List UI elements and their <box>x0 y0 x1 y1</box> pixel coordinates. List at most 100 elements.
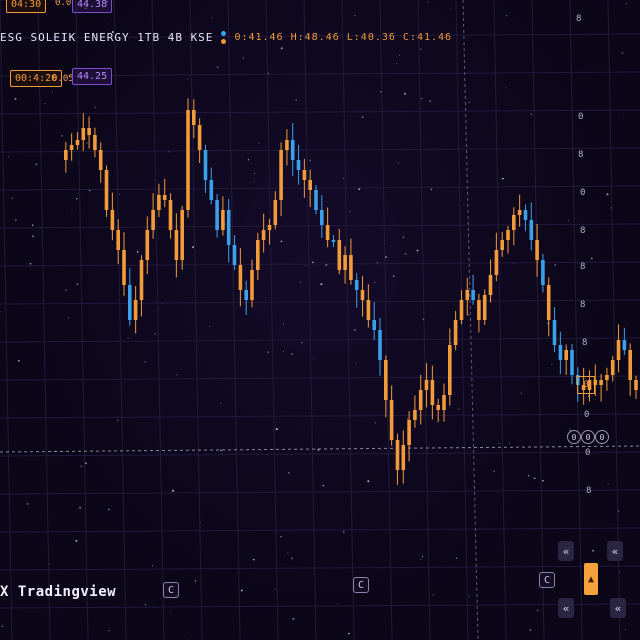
background-star <box>392 275 395 277</box>
candle <box>395 433 400 485</box>
background-star <box>0 311 1 313</box>
background-star <box>151 565 154 567</box>
background-star <box>554 264 556 266</box>
background-star <box>429 100 431 102</box>
candle <box>570 344 574 385</box>
background-star <box>144 604 147 606</box>
tag-mid-orange[interactable]: 00:4:20 <box>10 70 63 87</box>
candle <box>482 289 487 325</box>
grid-line-horizontal <box>0 261 640 267</box>
candle-body <box>261 230 266 240</box>
candle <box>128 268 132 326</box>
candle <box>384 355 388 418</box>
candle-body <box>634 380 638 390</box>
candle <box>535 224 539 277</box>
background-star <box>111 30 114 34</box>
chart-header: ESG SOLEIK ENERGY 1TB 4B KSE 0:41.46 H:4… <box>0 26 452 48</box>
candle <box>418 374 423 425</box>
background-star <box>170 611 172 613</box>
background-star <box>619 571 621 573</box>
last-price-tag[interactable]: 0 <box>577 376 595 394</box>
candle <box>116 219 120 265</box>
candle <box>424 363 429 408</box>
candle <box>610 355 615 382</box>
candle-body <box>512 215 516 230</box>
candle <box>337 228 342 275</box>
candle <box>616 324 621 373</box>
background-star <box>384 256 387 259</box>
candle <box>168 193 173 239</box>
background-star <box>407 418 409 420</box>
nav-right-down-button[interactable]: « <box>610 598 626 618</box>
background-star <box>397 162 400 164</box>
background-star <box>420 48 422 50</box>
background-star <box>623 113 625 115</box>
candle <box>634 375 638 399</box>
candle <box>221 196 225 236</box>
background-star <box>420 558 422 560</box>
tag-top-purple[interactable]: 44.38 <box>72 0 113 13</box>
scroll-highlight-button[interactable]: ▲ <box>584 563 598 595</box>
candle-body <box>418 390 423 410</box>
candle-body <box>570 350 574 375</box>
background-star <box>348 632 350 635</box>
nav-left-down-button[interactable]: « <box>558 598 574 618</box>
grid-line-horizontal <box>0 603 640 609</box>
candle <box>279 142 283 217</box>
background-star <box>283 323 285 325</box>
background-star <box>65 289 68 292</box>
symbol-title[interactable]: ESG SOLEIK ENERGY 1TB 4B KSE <box>0 30 214 44</box>
tag-top-orange[interactable]: 04:30 <box>6 0 47 13</box>
bottom-left-control[interactable]: C <box>163 582 179 598</box>
candle <box>145 216 150 275</box>
candle-body <box>290 140 295 160</box>
candle <box>325 207 330 248</box>
grid-line-vertical <box>75 0 89 640</box>
background-star <box>430 188 433 191</box>
candle-body <box>494 250 499 275</box>
bottom-mid-control[interactable]: C <box>353 577 369 593</box>
candle-body <box>546 285 551 320</box>
background-star <box>432 594 434 596</box>
candle-body <box>535 240 539 260</box>
candle-body <box>616 340 621 360</box>
background-star <box>404 252 407 255</box>
candle <box>215 194 219 238</box>
background-star <box>94 106 96 108</box>
candle-body <box>314 190 318 210</box>
background-star <box>315 32 317 34</box>
zoom-out-button[interactable]: 0 <box>567 430 581 444</box>
grid-line-horizontal <box>0 147 640 153</box>
background-star <box>172 489 174 492</box>
background-star <box>280 47 283 50</box>
candle <box>75 132 80 150</box>
tag-mid-purple[interactable]: 44.25 <box>72 68 113 85</box>
candle <box>581 367 586 405</box>
candle-body <box>541 260 545 285</box>
zoom-reset-button[interactable]: 0 <box>581 430 595 444</box>
candle-body <box>337 240 342 270</box>
candle-body <box>529 220 534 240</box>
background-star <box>299 281 301 283</box>
candle-body <box>302 170 307 180</box>
grid-line-vertical <box>493 0 507 640</box>
grid-line-horizontal <box>0 299 640 305</box>
candle <box>599 374 603 402</box>
nav-right-up-button[interactable]: « <box>607 541 623 561</box>
candle <box>273 191 278 230</box>
background-star <box>468 102 470 103</box>
background-star <box>349 210 351 212</box>
background-star <box>107 23 109 25</box>
right-c-control[interactable]: C <box>539 572 555 588</box>
background-star <box>60 134 63 137</box>
nav-left-up-button[interactable]: « <box>558 541 574 561</box>
background-star <box>253 172 256 175</box>
background-star <box>529 629 532 632</box>
zoom-in-button[interactable]: 0 <box>595 430 609 444</box>
background-star <box>14 97 17 100</box>
background-star <box>288 472 290 474</box>
candle <box>238 248 243 307</box>
